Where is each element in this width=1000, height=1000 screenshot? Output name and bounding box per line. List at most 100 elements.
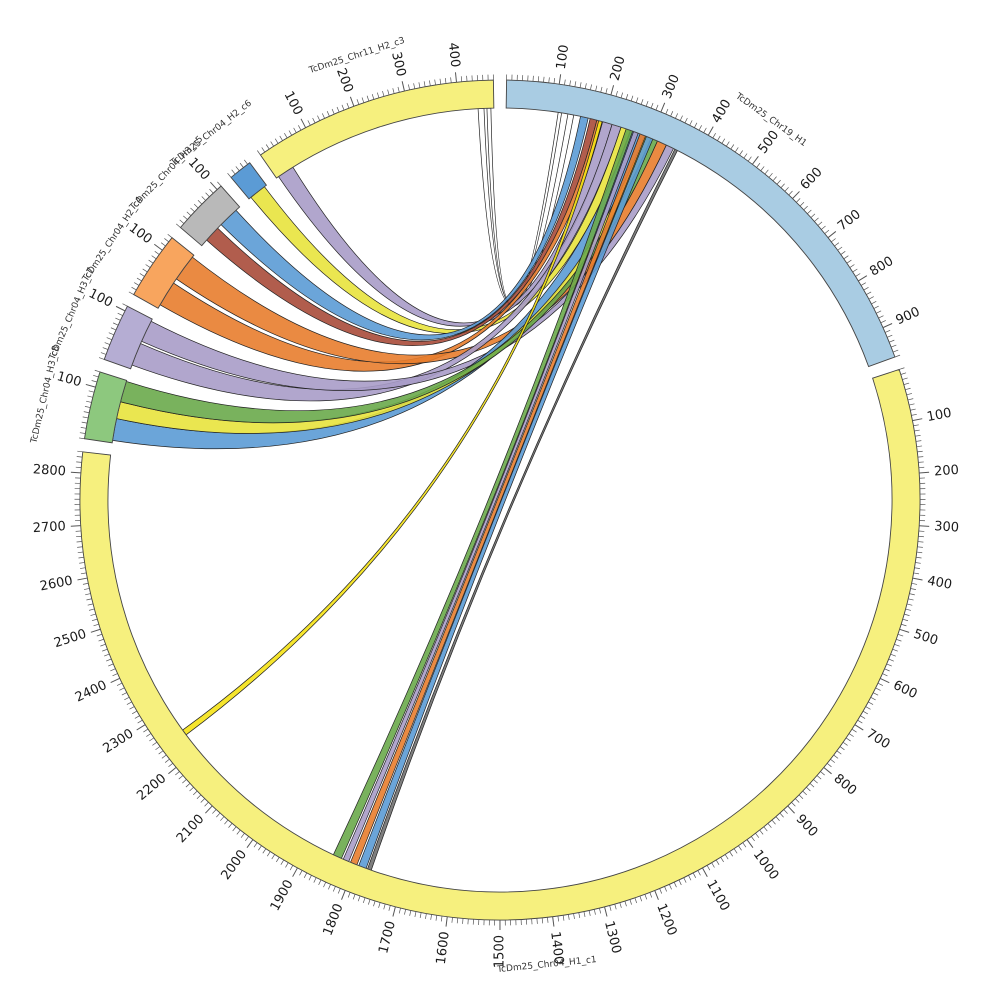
- tick: [684, 117, 688, 124]
- tick-label: 800: [867, 254, 896, 280]
- tick: [82, 582, 89, 585]
- tick: [110, 677, 120, 684]
- tick: [910, 588, 917, 590]
- tick: [796, 198, 801, 203]
- tick: [93, 623, 99, 627]
- tick-label: 2600: [39, 573, 74, 594]
- tick-label: 1500: [492, 935, 507, 968]
- tick: [189, 786, 194, 792]
- tick: [456, 917, 459, 924]
- tick: [382, 90, 385, 97]
- tick: [910, 408, 916, 411]
- tick: [220, 816, 225, 821]
- tick: [848, 733, 854, 737]
- tick: [655, 104, 659, 111]
- segment-label-chr04_h1_c1: TcDm25_Chr04_H1_c1: [496, 955, 597, 975]
- tick: [917, 450, 923, 453]
- tick: [228, 823, 233, 828]
- tick: [288, 130, 293, 136]
- tick: [164, 758, 170, 763]
- tick: [629, 899, 632, 905]
- tick: [128, 291, 134, 295]
- tick-label: 1100: [703, 877, 732, 913]
- tick: [795, 798, 800, 803]
- tick-label: 700: [835, 207, 864, 234]
- tick: [605, 88, 608, 94]
- tick-label: 300: [934, 519, 960, 535]
- tick: [775, 816, 780, 821]
- tick: [451, 917, 453, 923]
- tick: [831, 238, 836, 243]
- tick: [620, 92, 624, 98]
- tick: [588, 910, 591, 916]
- tick: [86, 400, 92, 403]
- tick: [724, 854, 729, 860]
- tick: [112, 322, 119, 326]
- tick: [409, 910, 412, 916]
- tick: [809, 783, 815, 788]
- tick: [890, 653, 896, 657]
- tick: [905, 608, 912, 611]
- tick: [733, 848, 738, 854]
- tick: [80, 572, 87, 575]
- tick-label: 800: [831, 771, 860, 798]
- tick: [253, 842, 258, 848]
- segment-label-chr04_h2_c6: TcDm25_Chr04_H2_c6: [168, 98, 254, 168]
- tick: [764, 169, 769, 175]
- tick: [318, 879, 322, 886]
- tick: [820, 771, 825, 776]
- tick: [299, 870, 303, 876]
- tick: [210, 181, 218, 190]
- tick: [882, 673, 888, 677]
- tick: [76, 456, 83, 458]
- tick: [122, 303, 128, 307]
- tick: [595, 85, 598, 92]
- tick: [204, 802, 209, 807]
- tick: [870, 697, 876, 701]
- tick: [100, 643, 106, 647]
- tick-label: 600: [798, 165, 826, 193]
- tick: [161, 754, 167, 759]
- tick: [880, 320, 886, 324]
- tick: [892, 349, 899, 353]
- tick: [593, 909, 596, 915]
- tick: [826, 763, 832, 768]
- tick: [289, 865, 294, 871]
- tick: [164, 238, 169, 243]
- tick: [614, 903, 617, 910]
- tick: [840, 251, 846, 255]
- tick: [673, 882, 677, 888]
- tick: [376, 92, 380, 98]
- tick-label: 200: [608, 55, 629, 83]
- tick: [352, 894, 356, 900]
- tick: [80, 427, 87, 429]
- tick: [154, 243, 163, 251]
- tick-label: 1600: [434, 931, 453, 966]
- tick: [179, 219, 185, 224]
- tick: [154, 250, 160, 255]
- tick: [271, 854, 276, 860]
- tick: [460, 76, 463, 82]
- tick: [444, 77, 447, 84]
- tick: [562, 915, 565, 921]
- tick: [836, 750, 842, 755]
- tick: [884, 329, 891, 333]
- tick: [392, 906, 396, 917]
- tick: [145, 264, 151, 268]
- tick: [739, 150, 743, 156]
- tick: [115, 317, 121, 321]
- tick: [799, 201, 805, 207]
- tick: [569, 80, 571, 86]
- tick-label: 2500: [52, 627, 88, 651]
- tick: [839, 746, 845, 751]
- segment-chr04_h3_c5: [179, 185, 241, 247]
- tick: [884, 668, 890, 672]
- tick-label: 400: [709, 97, 734, 126]
- segment-chr04_h2_c6: [230, 162, 268, 200]
- tick: [98, 357, 105, 360]
- tick: [557, 915, 560, 922]
- tick: [855, 273, 861, 277]
- tick: [694, 122, 698, 128]
- tick: [689, 120, 693, 126]
- tick: [763, 826, 768, 832]
